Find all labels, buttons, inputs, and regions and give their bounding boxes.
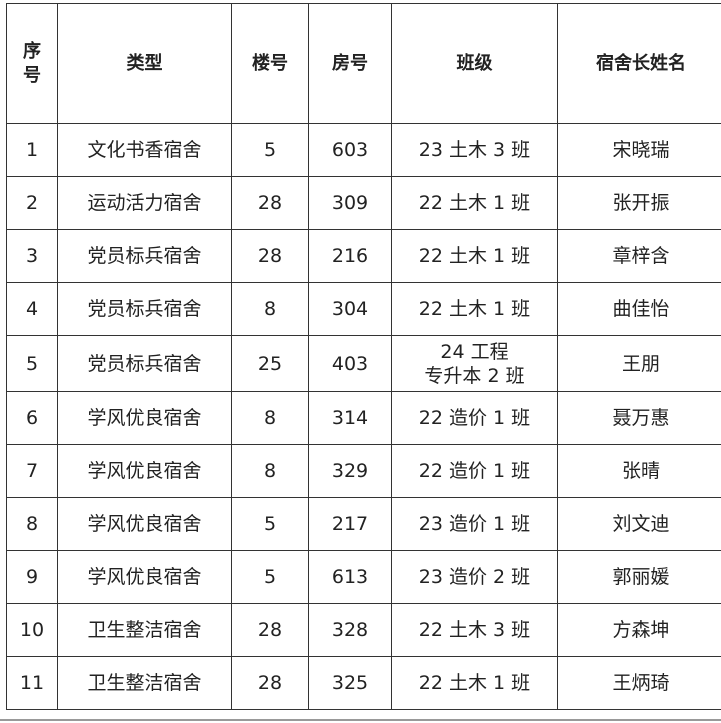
cell-class: 22 土木 3 班 — [391, 603, 558, 657]
dormitory-table: 序 号类型 楼号 房号 班级 宿舍长姓名 1 文化书香宿舍 5 603 23 土木 3 班宋晓瑞… — [6, 3, 721, 710]
cell-no: 11 — [6, 656, 58, 710]
cell-leader: 刘文迪 — [557, 497, 721, 551]
table-row: 8 学风优良宿舍 5 217 23 造价 1 班刘文迪 — [6, 497, 721, 551]
cell-room: 603 — [308, 123, 392, 177]
cell-type: 学风优良宿舍 — [57, 550, 232, 604]
table-row: 7 学风优良宿舍 8 329 22 造价 1 班张晴 — [6, 444, 721, 498]
cell-leader: 张晴 — [557, 444, 721, 498]
cell-class: 23 造价 2 班 — [391, 550, 558, 604]
table-row: 5 党员标兵宿舍 25 403 24 工程 专升本 2 班王朋 — [6, 335, 721, 392]
cell-leader: 曲佳怡 — [557, 282, 721, 336]
cell-building: 8 — [231, 444, 309, 498]
cell-class: 22 土木 1 班 — [391, 176, 558, 230]
header-no: 序 号 — [6, 3, 58, 124]
cell-leader: 郭丽媛 — [557, 550, 721, 604]
cell-class: 22 造价 1 班 — [391, 391, 558, 445]
cell-room: 403 — [308, 335, 392, 392]
cell-type: 党员标兵宿舍 — [57, 229, 232, 283]
cell-no: 7 — [6, 444, 58, 498]
cell-building: 8 — [231, 282, 309, 336]
cell-class: 23 造价 1 班 — [391, 497, 558, 551]
cell-leader: 王炳琦 — [557, 656, 721, 710]
table-row: 4 党员标兵宿舍 8 304 22 土木 1 班曲佳怡 — [6, 282, 721, 336]
cell-leader: 方森坤 — [557, 603, 721, 657]
cell-no: 6 — [6, 391, 58, 445]
header-building: 楼号 — [231, 3, 309, 124]
cell-type: 卫生整洁宿舍 — [57, 656, 232, 710]
table-row: 2 运动活力宿舍 28 309 22 土木 1 班张开振 — [6, 176, 721, 230]
cell-type: 党员标兵宿舍 — [57, 282, 232, 336]
cell-class: 22 土木 1 班 — [391, 229, 558, 283]
cell-room: 217 — [308, 497, 392, 551]
cell-no: 4 — [6, 282, 58, 336]
table-row: 11 卫生整洁宿舍 28 325 22 土木 1 班王炳琦 — [6, 656, 721, 710]
cell-building: 28 — [231, 176, 309, 230]
header-type: 类型 — [57, 3, 232, 124]
cell-room: 613 — [308, 550, 392, 604]
header-row: 序 号类型 楼号 房号 班级 宿舍长姓名 — [6, 3, 721, 124]
table-row: 9 学风优良宿舍 5 613 23 造价 2 班郭丽媛 — [6, 550, 721, 604]
cell-type: 党员标兵宿舍 — [57, 335, 232, 392]
cell-leader: 宋晓瑞 — [557, 123, 721, 177]
cell-class: 23 土木 3 班 — [391, 123, 558, 177]
cell-room: 216 — [308, 229, 392, 283]
cell-class: 24 工程 专升本 2 班 — [391, 335, 558, 392]
table-row: 3 党员标兵宿舍 28 216 22 土木 1 班章梓含 — [6, 229, 721, 283]
cell-leader: 王朋 — [557, 335, 721, 392]
cell-room: 304 — [308, 282, 392, 336]
cell-no: 3 — [6, 229, 58, 283]
table-row: 6 学风优良宿舍 8 314 22 造价 1 班聂万惠 — [6, 391, 721, 445]
cell-leader: 张开振 — [557, 176, 721, 230]
cell-building: 28 — [231, 603, 309, 657]
cell-building: 5 — [231, 497, 309, 551]
cell-type: 学风优良宿舍 — [57, 391, 232, 445]
cell-class: 22 土木 1 班 — [391, 282, 558, 336]
cell-leader: 聂万惠 — [557, 391, 721, 445]
cell-no: 10 — [6, 603, 58, 657]
cell-building: 28 — [231, 229, 309, 283]
cell-type: 学风优良宿舍 — [57, 444, 232, 498]
cell-room: 314 — [308, 391, 392, 445]
cell-no: 1 — [6, 123, 58, 177]
cell-building: 8 — [231, 391, 309, 445]
cell-room: 328 — [308, 603, 392, 657]
cell-no: 5 — [6, 335, 58, 392]
cell-type: 卫生整洁宿舍 — [57, 603, 232, 657]
cell-no: 9 — [6, 550, 58, 604]
bottom-divider — [0, 719, 721, 721]
cell-building: 5 — [231, 550, 309, 604]
cell-building: 28 — [231, 656, 309, 710]
cell-building: 25 — [231, 335, 309, 392]
table-body: 1 文化书香宿舍 5 603 23 土木 3 班宋晓瑞 2 运动活力宿舍 28 309 22 土木… — [6, 123, 721, 710]
cell-no: 2 — [6, 176, 58, 230]
cell-type: 文化书香宿舍 — [57, 123, 232, 177]
cell-type: 学风优良宿舍 — [57, 497, 232, 551]
cell-class: 22 土木 1 班 — [391, 656, 558, 710]
table-row: 1 文化书香宿舍 5 603 23 土木 3 班宋晓瑞 — [6, 123, 721, 177]
header-room: 房号 — [308, 3, 392, 124]
cell-room: 325 — [308, 656, 392, 710]
cell-room: 329 — [308, 444, 392, 498]
cell-building: 5 — [231, 123, 309, 177]
cell-type: 运动活力宿舍 — [57, 176, 232, 230]
header-class: 班级 — [391, 3, 558, 124]
cell-class: 22 造价 1 班 — [391, 444, 558, 498]
cell-room: 309 — [308, 176, 392, 230]
cell-leader: 章梓含 — [557, 229, 721, 283]
table-row: 10 卫生整洁宿舍 28 328 22 土木 3 班方森坤 — [6, 603, 721, 657]
header-leader: 宿舍长姓名 — [557, 3, 721, 124]
cell-no: 8 — [6, 497, 58, 551]
